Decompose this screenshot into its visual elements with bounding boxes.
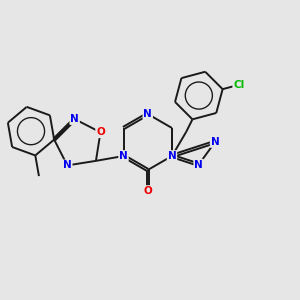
- Text: Cl: Cl: [233, 80, 244, 90]
- Text: N: N: [143, 109, 152, 119]
- Text: O: O: [96, 127, 105, 137]
- Text: N: N: [63, 160, 72, 170]
- Text: N: N: [119, 151, 128, 161]
- Text: N: N: [168, 151, 176, 161]
- Text: O: O: [143, 186, 152, 196]
- Text: N: N: [194, 160, 203, 170]
- Text: N: N: [211, 137, 220, 147]
- Text: N: N: [70, 114, 79, 124]
